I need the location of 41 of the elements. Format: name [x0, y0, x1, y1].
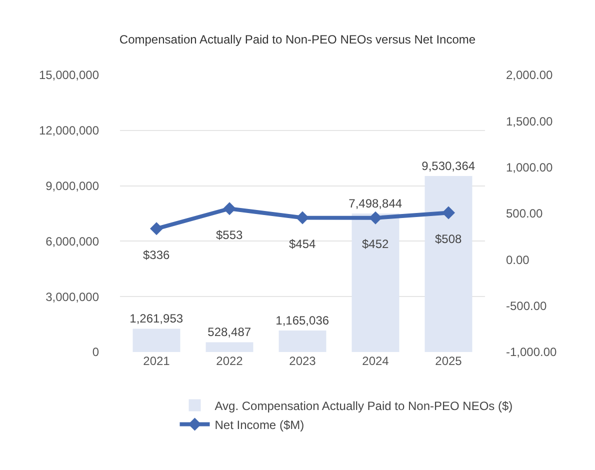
data-label: 1,165,036: [276, 313, 330, 328]
bar: [352, 214, 400, 352]
y-tick-label: 12,000,000: [38, 124, 100, 138]
legend-label: Net Income ($M): [214, 418, 304, 432]
bar: [424, 176, 472, 352]
x-tick-label: 2024: [362, 354, 390, 368]
data-label: 1,261,953: [130, 312, 184, 326]
point: [369, 211, 382, 224]
bar: [278, 330, 326, 352]
x-tick-label: 2022: [216, 354, 244, 368]
data-label: $508: [435, 232, 462, 246]
bar: [206, 342, 254, 352]
data-label: 9,530,364: [422, 159, 476, 174]
chart-title: Compensation Actually Paid to Non-PEO NEOs versus Net Income: [119, 32, 476, 47]
y-tick-label: 0: [92, 345, 100, 360]
data-label: 7,498,844: [348, 196, 402, 211]
data-label: 528,487: [208, 325, 252, 340]
x-tick-label: 2021: [143, 354, 170, 368]
point: [223, 202, 236, 216]
y-tick-label: 15,000,000: [38, 68, 100, 82]
y-tick-label: 9,000,000: [46, 179, 100, 193]
y2-tick-label: -500.00: [506, 299, 548, 314]
y2-tick-label: 500.00: [506, 206, 544, 221]
y2-tick-label: 2,000.00: [506, 68, 554, 82]
point: [442, 206, 455, 220]
y2-tick-label: 0.00: [506, 252, 530, 267]
y2-tick-label: 1,000.00: [506, 160, 554, 175]
data-label: $336: [143, 248, 170, 262]
x-tick-label: 2025: [435, 354, 462, 368]
point: [150, 222, 163, 236]
data-label: $454: [289, 237, 316, 251]
y-tick-label: 3,000,000: [46, 290, 100, 304]
x-tick-label: 2023: [289, 354, 316, 368]
bar: [132, 328, 180, 352]
legend-label: Avg. Compensation Actually Paid to Non-PEO NEOs ($): [214, 398, 513, 413]
data-label: $452: [362, 237, 390, 251]
y-tick-label: 6,000,000: [46, 234, 100, 248]
y2-tick-label: 1,500.00: [506, 114, 554, 128]
point: [296, 211, 309, 224]
y2-tick-label: -1,000.00: [506, 345, 558, 360]
data-label: $553: [216, 228, 244, 242]
